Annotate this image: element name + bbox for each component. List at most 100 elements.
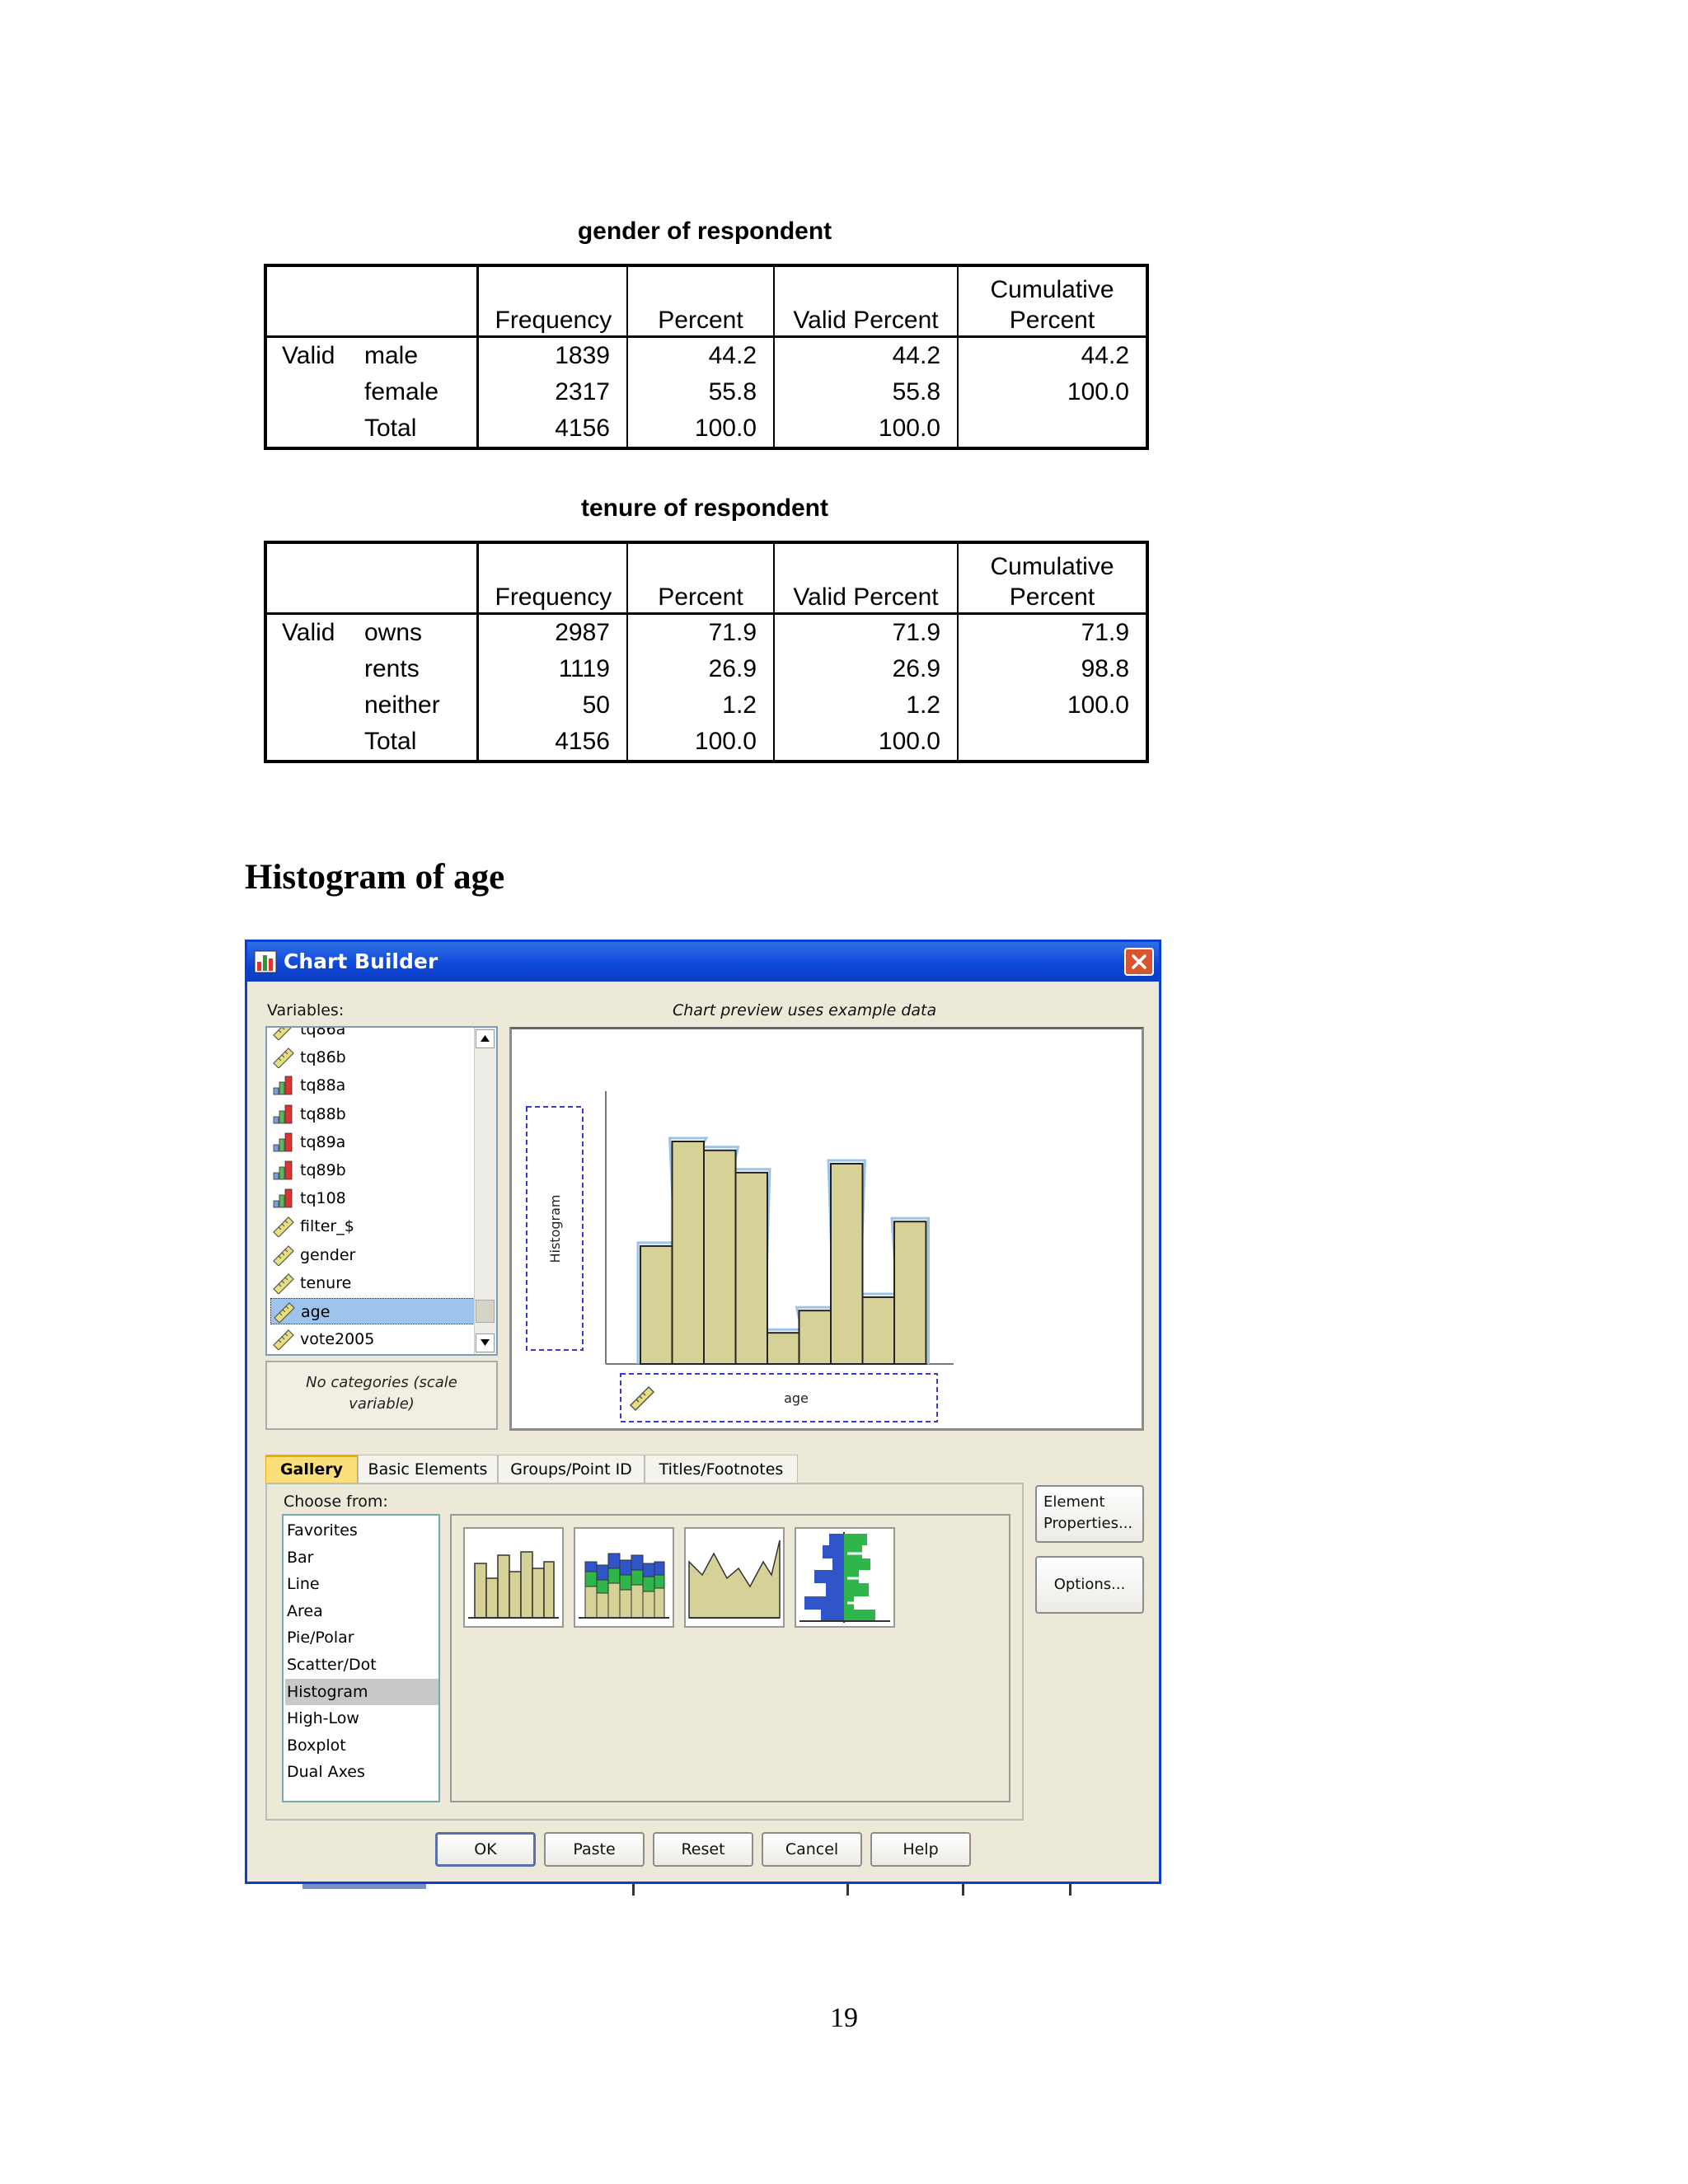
chart-type-item[interactable]: Pie/Polar: [287, 1629, 354, 1647]
frequency-polygon-icon: [688, 1540, 781, 1619]
table-row: female 2317 55.8 55.8 100.0: [265, 373, 1147, 410]
cell-percent: 44.2: [626, 336, 774, 374]
cell-valid-percent: 55.8: [773, 373, 958, 410]
variable-name: tenure: [300, 1273, 352, 1292]
variable-name: tq89b: [300, 1161, 346, 1179]
chart-type-item[interactable]: Dual Axes: [287, 1763, 365, 1782]
chart-type-item[interactable]: Scatter/Dot: [287, 1656, 377, 1674]
table-row: Total 4156 100.0 100.0: [265, 410, 1147, 448]
variable-item[interactable]: tq86b: [270, 1044, 475, 1071]
frequency-polygon-thumbnail[interactable]: [684, 1527, 785, 1628]
cell-valid-percent: 1.2: [773, 687, 958, 724]
tab-groups-point-id[interactable]: Groups/Point ID: [498, 1455, 645, 1483]
ordinal-variable-icon: [273, 1160, 293, 1180]
options-button[interactable]: Options...: [1035, 1556, 1144, 1614]
element-properties-label: Properties...: [1043, 1515, 1133, 1532]
x-axis-drop-label: age: [784, 1390, 809, 1406]
variable-name: tq86b: [300, 1048, 346, 1067]
element-properties-button[interactable]: Element Properties...: [1035, 1485, 1144, 1543]
simple-histogram-thumbnail[interactable]: [463, 1527, 564, 1628]
chart-type-item[interactable]: High-Low: [287, 1709, 359, 1728]
variable-item[interactable]: tq89b: [270, 1157, 475, 1183]
element-properties-label: Element: [1043, 1493, 1105, 1511]
close-button[interactable]: [1124, 948, 1154, 976]
cell-percent: 1.2: [626, 687, 774, 724]
cell-cumulative: [957, 410, 1147, 448]
variables-scrollbar[interactable]: [474, 1028, 496, 1354]
stacked-histogram-thumbnail[interactable]: [574, 1527, 674, 1628]
col-header: Percent: [626, 542, 774, 613]
ordinal-variable-icon: [273, 1076, 293, 1095]
no-categories-text: variable): [349, 1395, 415, 1413]
variable-item[interactable]: vote2005: [270, 1326, 475, 1352]
variable-item[interactable]: gender: [270, 1242, 475, 1268]
cell-cumulative: 100.0: [957, 687, 1147, 724]
tab-basic-elements[interactable]: Basic Elements: [358, 1455, 498, 1483]
cell-percent: 71.9: [626, 613, 774, 651]
table-title-tenure: tenure of respondent: [580, 494, 828, 522]
variable-item[interactable]: tq88a: [270, 1072, 475, 1099]
cell-frequency: 2987: [476, 613, 627, 651]
cell-valid-percent: 100.0: [773, 723, 958, 762]
cell-frequency: 2317: [476, 373, 627, 410]
variable-name: filter_$: [300, 1217, 354, 1236]
variable-item[interactable]: tq108: [270, 1185, 475, 1212]
scroll-up-button[interactable]: [476, 1029, 495, 1048]
col-header: Valid Percent: [773, 265, 958, 336]
chart-type-item[interactable]: Favorites: [287, 1521, 358, 1540]
population-pyramid-thumbnail[interactable]: [795, 1527, 895, 1628]
cell-frequency: 4156: [476, 410, 627, 448]
variable-item[interactable]: filter_$: [270, 1213, 475, 1240]
col-header: Valid Percent: [773, 542, 958, 613]
ordinal-variable-icon: [273, 1104, 293, 1123]
chart-type-item[interactable]: Histogram: [285, 1678, 438, 1705]
dialog-title: Chart Builder: [284, 949, 438, 973]
scale-variable-icon: [273, 1047, 294, 1069]
chart-type-item[interactable]: Boxplot: [287, 1736, 346, 1755]
table-row: rents 1119 26.9 26.9 98.8: [265, 650, 1147, 687]
scroll-down-button[interactable]: [476, 1333, 495, 1352]
paste-button[interactable]: Paste: [544, 1832, 645, 1867]
variable-item[interactable]: tq88b: [270, 1101, 475, 1127]
tab-gallery[interactable]: Gallery: [265, 1455, 358, 1483]
chart-type-item[interactable]: Line: [287, 1575, 320, 1594]
row-label: male: [364, 341, 419, 369]
tab-titles-footnotes[interactable]: Titles/Footnotes: [645, 1455, 798, 1483]
choose-from-label: Choose from:: [284, 1493, 388, 1511]
table-row: neither 50 1.2 1.2 100.0: [265, 687, 1147, 724]
chart-type-item[interactable]: Bar: [287, 1548, 314, 1567]
scale-variable-icon: [273, 1244, 294, 1266]
variable-item[interactable]: age: [270, 1298, 475, 1324]
variables-list[interactable]: tq86a tq86b tq88a tq88b tq89a tq89b tq108 filte…: [265, 1026, 498, 1356]
variable-item[interactable]: tq89a: [270, 1129, 475, 1155]
table-row: Valid male 1839 44.2 44.2 44.2: [265, 336, 1147, 374]
cell-frequency: 1839: [476, 336, 627, 374]
ok-button[interactable]: OK: [435, 1832, 536, 1867]
y-axis-drop-zone[interactable]: [526, 1106, 584, 1351]
reset-button[interactable]: Reset: [653, 1832, 753, 1867]
histogram-bar: [861, 1296, 895, 1365]
gallery-thumbnails: [450, 1514, 1010, 1802]
chart-preview-canvas[interactable]: Histogram age: [509, 1027, 1144, 1431]
variable-item[interactable]: tenure: [270, 1270, 475, 1296]
variable-name: tq108: [300, 1189, 346, 1208]
no-categories-box: No categories (scale variable): [265, 1361, 498, 1430]
col-header: Frequency: [476, 542, 627, 613]
scale-variable-icon: [274, 1302, 295, 1323]
cell-cumulative: 100.0: [957, 373, 1147, 410]
title-bar[interactable]: Chart Builder: [247, 942, 1159, 982]
cancel-button[interactable]: Cancel: [762, 1832, 862, 1867]
chart-type-item[interactable]: Area: [287, 1601, 323, 1620]
cell-frequency: 50: [476, 687, 627, 724]
variable-name: tq86a: [300, 1026, 346, 1038]
x-axis-drop-zone[interactable]: [620, 1373, 938, 1422]
histogram-bar: [734, 1171, 768, 1365]
no-categories-text: No categories (scale: [306, 1374, 457, 1391]
scroll-thumb[interactable]: [476, 1300, 495, 1323]
cell-valid-percent: 100.0: [773, 410, 958, 448]
variable-name: age: [301, 1303, 331, 1321]
chart-type-list[interactable]: Favorites Bar Line Area Pie/Polar Scatter/Dot…: [282, 1514, 440, 1802]
help-button[interactable]: Help: [870, 1832, 971, 1867]
variable-item[interactable]: tq86a: [270, 1026, 475, 1043]
cell-percent: 100.0: [626, 410, 774, 448]
